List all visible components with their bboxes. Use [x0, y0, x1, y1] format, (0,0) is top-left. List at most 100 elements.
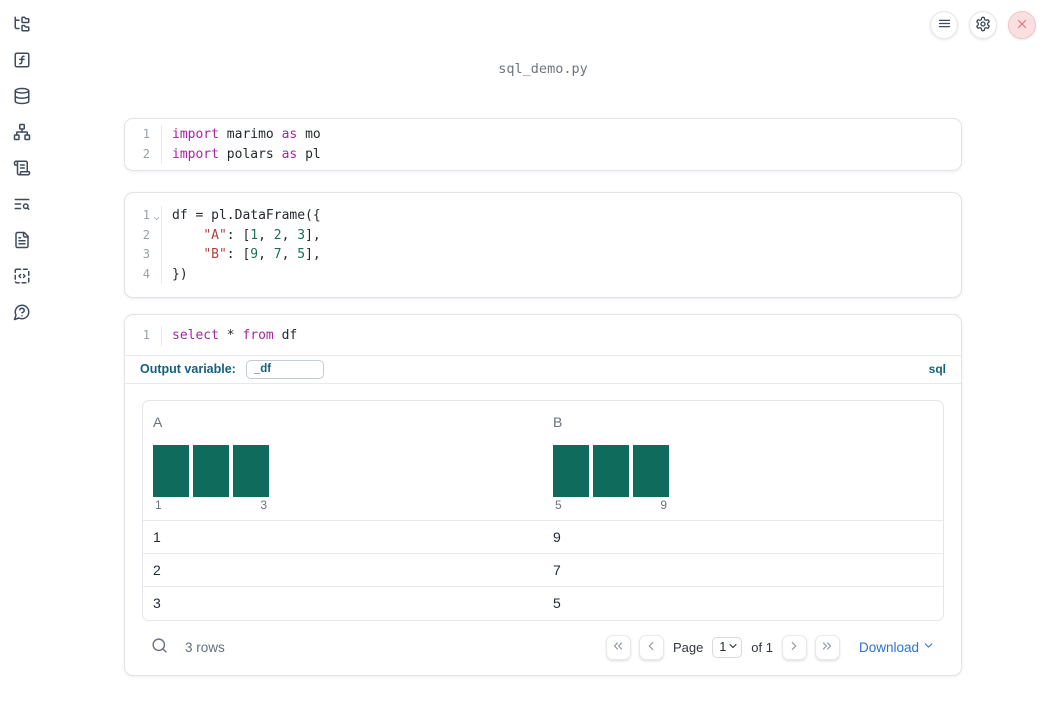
histogram-bar	[153, 444, 189, 497]
code-editor[interactable]: 1 select * from df	[125, 315, 961, 355]
sidebar-item-file-tree[interactable]	[13, 15, 31, 33]
functions-icon	[14, 52, 30, 68]
datasources-icon	[14, 87, 30, 105]
table-footer: 3 rows Page 1 of 1 Download	[142, 621, 944, 675]
code-line[interactable]: 4})	[125, 264, 961, 284]
fold-toggle[interactable]	[152, 210, 161, 230]
line-number: 1	[142, 328, 150, 342]
page-of-label: of 1	[751, 639, 773, 655]
prev-page-button[interactable]	[638, 634, 664, 660]
table-cell: 7	[553, 561, 561, 578]
sidebar-item-functions[interactable]	[13, 51, 31, 69]
code-line[interactable]: 1 select * from df	[125, 326, 961, 346]
code-editor[interactable]: 1 df = pl.DataFrame({2 "A": [1, 2, 3], 3 "…	[125, 206, 961, 284]
chevrons-right-icon	[823, 642, 832, 649]
chevron-down-icon	[153, 217, 160, 220]
line-number: 1	[142, 127, 150, 141]
code-text: })	[161, 264, 961, 284]
search-icon	[152, 638, 167, 653]
settings-button[interactable]	[969, 11, 997, 39]
sidebar-item-logs[interactable]	[13, 159, 31, 177]
table-cell: 1	[153, 528, 161, 545]
sidebar-item-dependency-graph[interactable]	[13, 123, 31, 141]
download-button[interactable]: Download	[859, 639, 935, 655]
helper-sidebar	[0, 0, 44, 321]
code-editor[interactable]: 1 import marimo as mo 2 import polars as pl	[125, 125, 961, 164]
line-number: 2	[142, 146, 150, 161]
histogram-bar	[633, 444, 669, 497]
chevron-down-icon	[924, 643, 933, 648]
page-label: Page	[672, 639, 704, 655]
sidebar-item-snippets[interactable]	[13, 267, 31, 285]
code-cell-imports[interactable]: 1 import marimo as mo 2 import polars as pl	[124, 118, 962, 171]
code-text: "B": [9, 7, 5],	[161, 245, 961, 265]
close-icon	[1017, 19, 1027, 28]
menu-icon	[938, 19, 950, 28]
settings-icon	[976, 16, 990, 31]
row-count: 3 rows	[185, 639, 225, 655]
table-cell: 3	[153, 595, 161, 611]
language-badge: sql	[928, 362, 946, 376]
file-tree-icon	[14, 16, 30, 32]
column-name: B	[553, 413, 563, 430]
code-text: select * from df	[161, 326, 961, 346]
notebook: sql_demo.py 1 import marimo as mo 2 import …	[124, 0, 962, 676]
line-number: 1	[125, 206, 160, 226]
table-cell: 2	[153, 561, 161, 578]
next-page-button[interactable]	[781, 634, 807, 660]
sidebar-item-documentation[interactable]	[13, 231, 31, 249]
documentation-icon	[15, 231, 29, 249]
column-name: A	[153, 413, 163, 430]
code-cell-dataframe[interactable]: 1 df = pl.DataFrame({2 "A": [1, 2, 3], 3 "…	[124, 192, 962, 298]
sidebar-item-datasources[interactable]	[13, 87, 31, 105]
logs-icon	[13, 160, 31, 176]
sql-cell: 1 select * from df Output variable: sql A…	[124, 314, 962, 676]
output-variable-input[interactable]	[245, 359, 324, 379]
code-text: import marimo as mo	[161, 125, 961, 145]
line-number: 2	[142, 227, 150, 242]
line-number: 4	[142, 266, 150, 281]
help-icon	[13, 304, 30, 321]
line-number: 3	[142, 247, 150, 261]
chevrons-left-icon	[614, 642, 623, 649]
last-page-button[interactable]	[814, 634, 840, 660]
table-cell: 5	[553, 595, 561, 611]
search-button[interactable]	[151, 637, 168, 657]
sidebar-item-outline[interactable]	[13, 195, 31, 213]
page-select-value: 1	[719, 640, 727, 654]
sidebar-item-help[interactable]	[13, 303, 31, 321]
code-line[interactable]: 1 import marimo as mo	[125, 125, 961, 145]
code-text: import polars as pl	[161, 144, 961, 164]
code-line[interactable]: 2 import polars as pl	[125, 144, 961, 164]
chevron-left-icon	[649, 641, 654, 650]
outline-icon	[14, 198, 30, 210]
code-line[interactable]: 1 df = pl.DataFrame({	[125, 206, 961, 226]
first-page-button[interactable]	[605, 634, 631, 660]
page-select[interactable]: 1	[712, 636, 743, 658]
code-line[interactable]: 3 "B": [9, 7, 5],	[125, 245, 961, 265]
download-label: Download	[858, 639, 919, 655]
menu-button[interactable]	[930, 11, 958, 39]
code-text: df = pl.DataFrame({	[161, 206, 961, 226]
snippets-icon	[14, 268, 30, 284]
histogram-bar	[553, 444, 589, 497]
window-actions	[930, 11, 1036, 39]
code-text: "A": [1, 2, 3],	[161, 225, 961, 245]
code-line[interactable]: 2 "A": [1, 2, 3],	[125, 225, 961, 245]
close-button[interactable]	[1008, 11, 1036, 39]
chevron-right-icon	[792, 641, 797, 650]
chevron-down-icon	[729, 643, 737, 648]
